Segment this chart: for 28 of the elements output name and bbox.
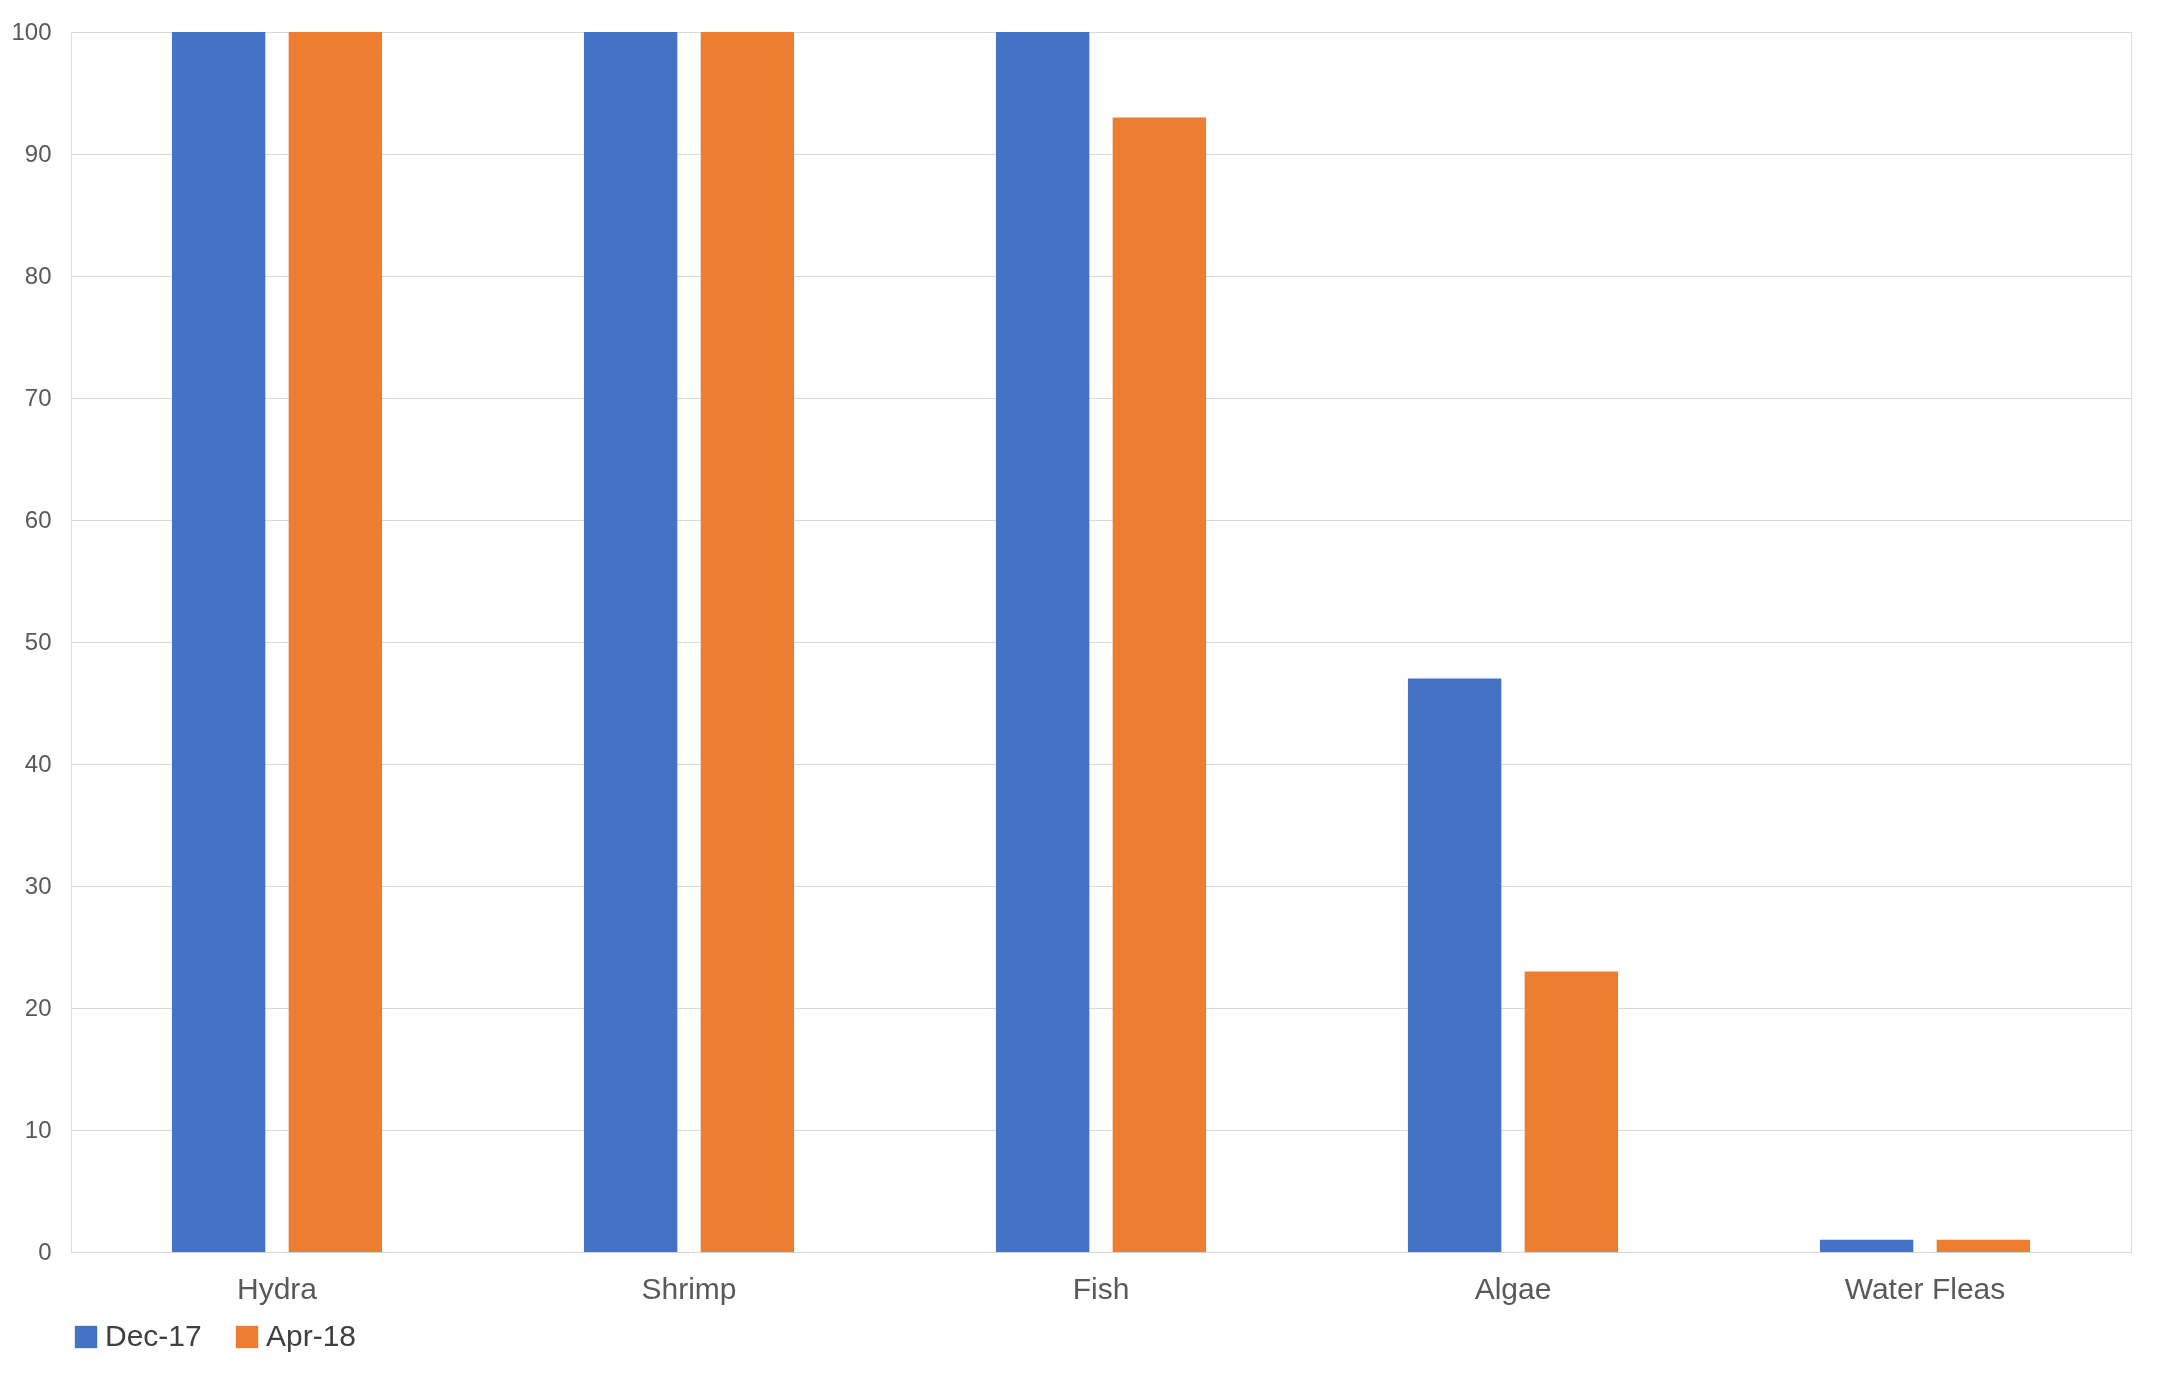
- x-tick-label: Algae: [1474, 1271, 1552, 1305]
- y-tick-label: 100: [11, 17, 52, 45]
- bar: [1407, 678, 1502, 1252]
- y-tick-label: 60: [24, 505, 52, 533]
- x-tick-label: Hydra: [236, 1271, 318, 1305]
- bar: [288, 32, 383, 1252]
- x-tick-label: Shrimp: [641, 1271, 737, 1305]
- bar: [583, 32, 678, 1252]
- legend-label: Apr-18: [266, 1319, 357, 1352]
- y-tick-label: 50: [24, 627, 52, 655]
- bar: [1524, 971, 1619, 1252]
- bar: [171, 32, 266, 1252]
- x-tick-label: Fish: [1072, 1271, 1130, 1305]
- bar: [995, 32, 1090, 1252]
- legend-label: Dec-17: [105, 1319, 202, 1352]
- y-tick-label: 70: [24, 383, 52, 411]
- bar: [700, 32, 795, 1252]
- y-tick-label: 80: [24, 261, 52, 289]
- y-tick-label: 20: [24, 993, 52, 1021]
- bar: [1112, 117, 1207, 1252]
- y-tick-label: 0: [38, 1237, 52, 1265]
- y-tick-label: 10: [24, 1115, 52, 1143]
- y-tick-label: 40: [24, 749, 52, 777]
- bar: [1819, 1239, 1914, 1252]
- y-tick-label: 30: [24, 871, 52, 899]
- bar: [1936, 1239, 2031, 1252]
- y-tick-label: 90: [24, 139, 52, 167]
- x-tick-label: Water Fleas: [1844, 1271, 2006, 1305]
